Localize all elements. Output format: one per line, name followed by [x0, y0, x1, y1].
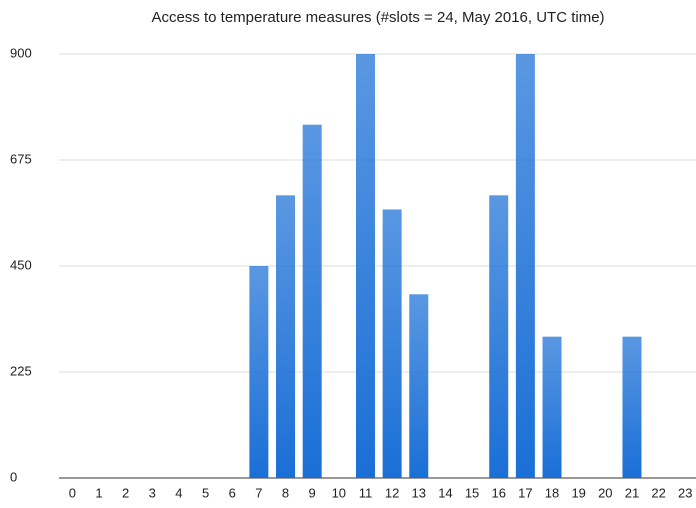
x-tick-label: 23 [678, 485, 692, 500]
x-tick-label: 10 [332, 485, 346, 500]
x-tick-label: 11 [359, 485, 373, 500]
x-tick-label: 0 [69, 485, 76, 500]
x-tick-label: 21 [625, 485, 639, 500]
x-tick-label: 4 [175, 485, 182, 500]
y-tick-label: 900 [10, 45, 32, 60]
x-tick-label: 1 [95, 485, 102, 500]
x-tick-label: 19 [571, 485, 585, 500]
x-tick-label: 22 [651, 485, 665, 500]
bar [489, 195, 509, 479]
x-tick-label: 12 [385, 485, 399, 500]
y-tick-label: 0 [10, 469, 17, 484]
y-tick-label: 450 [10, 257, 32, 272]
x-tick-label: 7 [255, 485, 262, 500]
bar [515, 54, 535, 478]
bar [249, 266, 269, 478]
x-tick-label: 6 [229, 485, 236, 500]
x-tick-label: 18 [545, 485, 559, 500]
bar [355, 54, 375, 478]
x-tick-label: 16 [491, 485, 505, 500]
x-tick-label: 5 [202, 485, 209, 500]
x-tick-label: 8 [282, 485, 289, 500]
x-tick-label: 3 [149, 485, 156, 500]
bar [276, 195, 296, 479]
x-tick-label: 20 [598, 485, 612, 500]
x-tick-label: 17 [518, 485, 532, 500]
bar [409, 294, 429, 478]
x-tick-label: 2 [122, 485, 129, 500]
bar [622, 336, 642, 478]
bar [302, 124, 322, 479]
x-tick-label: 9 [309, 485, 316, 500]
chart-title: Access to temperature measures (#slots =… [151, 9, 604, 26]
x-tick-label: 15 [465, 485, 479, 500]
bar [542, 336, 562, 478]
x-tick-label: 13 [412, 485, 426, 500]
y-tick-label: 675 [10, 151, 32, 166]
bar [382, 209, 402, 478]
x-tick-label: 14 [438, 485, 452, 500]
y-tick-label: 225 [10, 363, 32, 378]
